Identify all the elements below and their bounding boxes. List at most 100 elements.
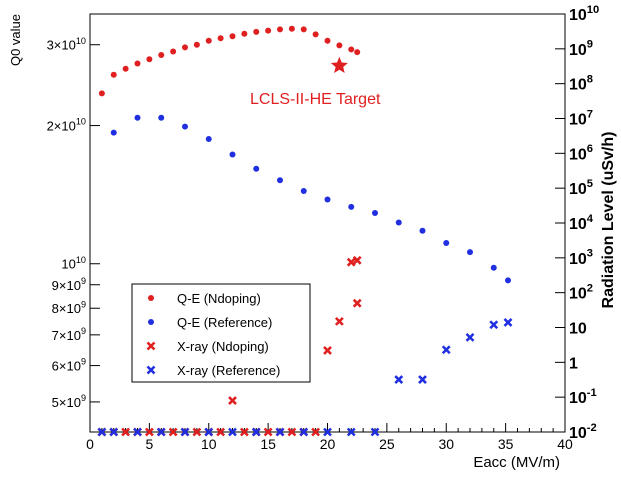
data-point xyxy=(348,203,355,210)
data-point xyxy=(352,298,362,308)
data-point xyxy=(346,427,356,437)
data-point xyxy=(158,114,165,121)
data-point xyxy=(467,249,473,256)
data-point xyxy=(110,129,117,136)
data-point xyxy=(205,135,212,142)
data-point xyxy=(216,427,226,437)
data-point xyxy=(229,151,236,158)
data-point xyxy=(348,46,355,53)
data-point xyxy=(352,255,362,265)
data-point xyxy=(205,37,212,44)
data-point xyxy=(324,37,331,44)
legend-item: Q-E (Ndoping) xyxy=(148,291,261,306)
data-point xyxy=(217,35,224,42)
y-right-tick-label: 107 xyxy=(569,108,593,128)
data-point xyxy=(275,427,285,437)
legend-marker xyxy=(148,319,154,325)
legend: Q-E (Ndoping) Q-E (Reference) X-ray (Ndopi… xyxy=(131,283,311,383)
data-point xyxy=(323,427,332,437)
data-point xyxy=(419,227,426,234)
data-point xyxy=(346,257,356,267)
data-point xyxy=(354,49,361,56)
x-tick-label: 15 xyxy=(260,436,276,452)
data-point xyxy=(253,28,260,35)
legend-marker xyxy=(148,295,154,301)
data-point xyxy=(134,60,141,67)
y-right-tick-label: 104 xyxy=(569,213,594,233)
data-point xyxy=(109,427,119,437)
legend-label: X-ray (Reference) xyxy=(177,363,280,378)
data-point xyxy=(134,114,141,121)
y-left-tick-label: 8×109 xyxy=(52,299,86,316)
data-point xyxy=(193,41,200,48)
legend-marker xyxy=(146,341,156,351)
data-point xyxy=(300,26,307,33)
data-point xyxy=(133,427,142,437)
legend-item: Q-E (Reference) xyxy=(148,315,272,330)
data-point xyxy=(251,427,261,437)
legend-label: Q-E (Reference) xyxy=(177,315,272,330)
data-point xyxy=(311,427,321,437)
y-left-tick-label: 9×109 xyxy=(52,276,86,293)
chart-marks xyxy=(97,25,513,437)
y-right-tick-label: 108 xyxy=(569,73,593,93)
y-right-tick-label: 106 xyxy=(569,143,593,163)
data-point xyxy=(505,277,511,284)
y-left-tick-label: 1010 xyxy=(61,255,86,272)
x-tick-label: 35 xyxy=(498,436,514,452)
data-point xyxy=(263,427,273,437)
annotation-label: LCLS-II-HE Target xyxy=(250,91,381,108)
data-point xyxy=(253,165,260,172)
y-right-tick-label: 10-1 xyxy=(569,387,597,407)
y-right-tick-label: 1 xyxy=(569,355,578,372)
x-tick-label: 20 xyxy=(320,436,336,452)
y-right-tick-label: 109 xyxy=(569,39,593,59)
y-right-tick-label: 105 xyxy=(569,178,593,198)
data-point xyxy=(168,427,178,437)
data-point xyxy=(97,427,107,437)
data-point xyxy=(277,26,283,33)
data-point xyxy=(156,427,166,437)
data-point xyxy=(489,320,499,330)
data-point xyxy=(144,427,154,437)
legend-box xyxy=(131,283,311,383)
y-left-tick-label: 6×109 xyxy=(52,357,86,374)
data-point xyxy=(395,219,402,226)
y-right-tick-label: 10-2 xyxy=(569,422,597,442)
data-point xyxy=(394,375,404,384)
data-point xyxy=(265,27,272,34)
data-point xyxy=(121,427,131,437)
data-point xyxy=(441,345,451,355)
data-point xyxy=(287,427,297,437)
y-left-tick-label: 3×1010 xyxy=(47,36,86,53)
y-left-tick-label: 5×109 xyxy=(52,393,86,410)
series-1 xyxy=(110,114,511,284)
x-tick-label: 40 xyxy=(557,436,573,452)
data-point xyxy=(204,427,214,437)
data-point xyxy=(370,427,380,437)
data-point xyxy=(192,427,202,437)
data-point xyxy=(418,375,427,384)
data-point xyxy=(324,196,331,203)
y-right-tick-label: 103 xyxy=(569,248,593,268)
y-right-tick-label: 102 xyxy=(569,282,593,302)
x-axis-label: Eacc (MV/m) xyxy=(473,454,560,471)
x-tick-label: 5 xyxy=(145,436,153,452)
data-point xyxy=(300,188,307,195)
y-axis-left-label: Q0 value xyxy=(8,14,23,66)
data-point xyxy=(98,90,105,97)
data-point xyxy=(180,427,190,437)
legend-item: X-ray (Reference) xyxy=(146,363,280,378)
axes: 0 5 10 15 20 25 30 35 40 5×109 6×109 7×109 8×109 9×10… xyxy=(47,4,600,452)
data-point xyxy=(239,427,249,437)
series-0 xyxy=(98,25,361,97)
y-right-tick-label: 10 xyxy=(569,321,587,338)
data-point xyxy=(228,427,237,437)
data-point xyxy=(228,396,237,405)
x-tick-label: 30 xyxy=(438,436,454,452)
data-point xyxy=(465,332,475,342)
data-point xyxy=(122,65,129,72)
annotation-star xyxy=(330,56,348,73)
data-point xyxy=(503,317,513,327)
